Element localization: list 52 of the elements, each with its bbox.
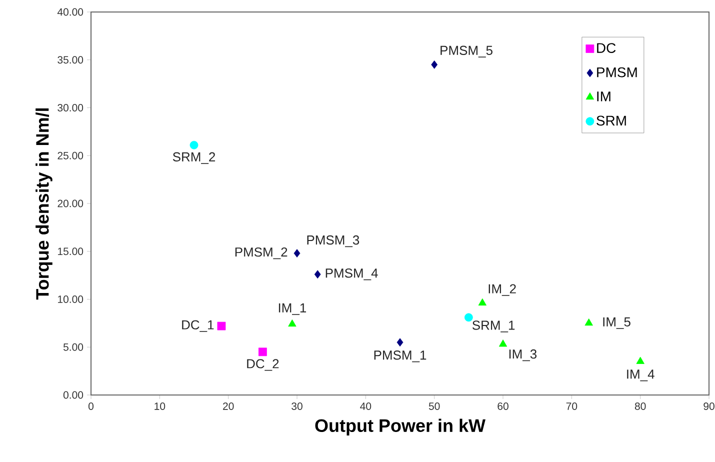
y-tick-label: 15.00	[58, 248, 84, 256]
y-tick-label: 40.00	[57, 8, 84, 16]
point	[294, 249, 300, 258]
x-tick-label: 60	[498, 402, 508, 410]
point	[217, 322, 226, 330]
annotation: SRM_2	[172, 152, 216, 164]
x-tick-label: 40	[360, 402, 372, 410]
point	[464, 313, 473, 322]
y-tick-label: 5.00	[63, 343, 84, 351]
y-tick-label: 20.00	[58, 200, 84, 208]
annotation: IM_5	[603, 317, 630, 329]
x-tick-label: 20	[223, 402, 234, 410]
y-tick-label: 10.00	[58, 296, 84, 303]
y-tick-label: 25.00	[58, 152, 84, 160]
annotation: IM_2	[488, 284, 516, 296]
x-axis-title: Output Power in kW	[315, 418, 486, 436]
y-axis-title: Torque density in Nm/l	[36, 108, 52, 300]
annotation: DC_2	[247, 359, 279, 371]
x-tick-label: 0	[88, 402, 94, 410]
point	[396, 338, 404, 347]
x-tick-label: 10	[154, 402, 166, 410]
y-tick-label: 0.00	[63, 391, 84, 399]
annotation: PMSM_5	[440, 46, 492, 58]
y-tick-label: 35.00	[58, 56, 84, 64]
x-tick-label: 50	[428, 402, 440, 410]
point	[584, 318, 593, 326]
annotation: PMSM_4	[326, 268, 378, 280]
point	[431, 60, 438, 69]
legend-label: PMSM	[597, 67, 637, 78]
point	[314, 270, 321, 279]
legend-label: IM	[597, 92, 610, 102]
annotation: PMSM_2	[235, 247, 288, 260]
annotation: PMSM_3	[307, 235, 360, 248]
point	[636, 356, 644, 364]
x-tick-label: 90	[704, 402, 714, 410]
annotation: PMSM_1	[374, 350, 426, 362]
annotation: DC_1	[182, 320, 214, 332]
point	[478, 298, 487, 306]
point	[258, 348, 267, 356]
x-tick-label: 30	[292, 402, 302, 410]
annotation: IM_3	[509, 349, 537, 362]
point	[288, 319, 296, 327]
annotation: SRM_1	[472, 320, 515, 332]
y-tick-label: 30.00	[58, 104, 84, 112]
legend-label: SRM	[596, 116, 626, 126]
point	[498, 340, 508, 347]
x-tick-label: 70	[566, 402, 578, 410]
legend-label: DC	[597, 43, 616, 53]
x-tick-label: 80	[634, 402, 646, 410]
annotation: IM_4	[627, 370, 654, 382]
point	[190, 140, 198, 150]
annotation: IM_1	[278, 303, 306, 315]
